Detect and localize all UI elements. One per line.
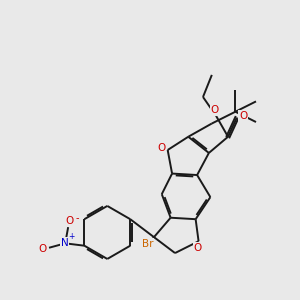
Text: Br: Br <box>142 238 153 249</box>
Text: +: + <box>68 232 74 242</box>
Text: O: O <box>194 243 202 253</box>
Text: O: O <box>211 105 219 115</box>
Text: -: - <box>75 213 79 223</box>
Text: N: N <box>61 238 68 248</box>
Text: O: O <box>239 111 248 121</box>
Text: O: O <box>65 216 74 226</box>
Text: O: O <box>38 244 47 254</box>
Text: O: O <box>157 142 165 153</box>
